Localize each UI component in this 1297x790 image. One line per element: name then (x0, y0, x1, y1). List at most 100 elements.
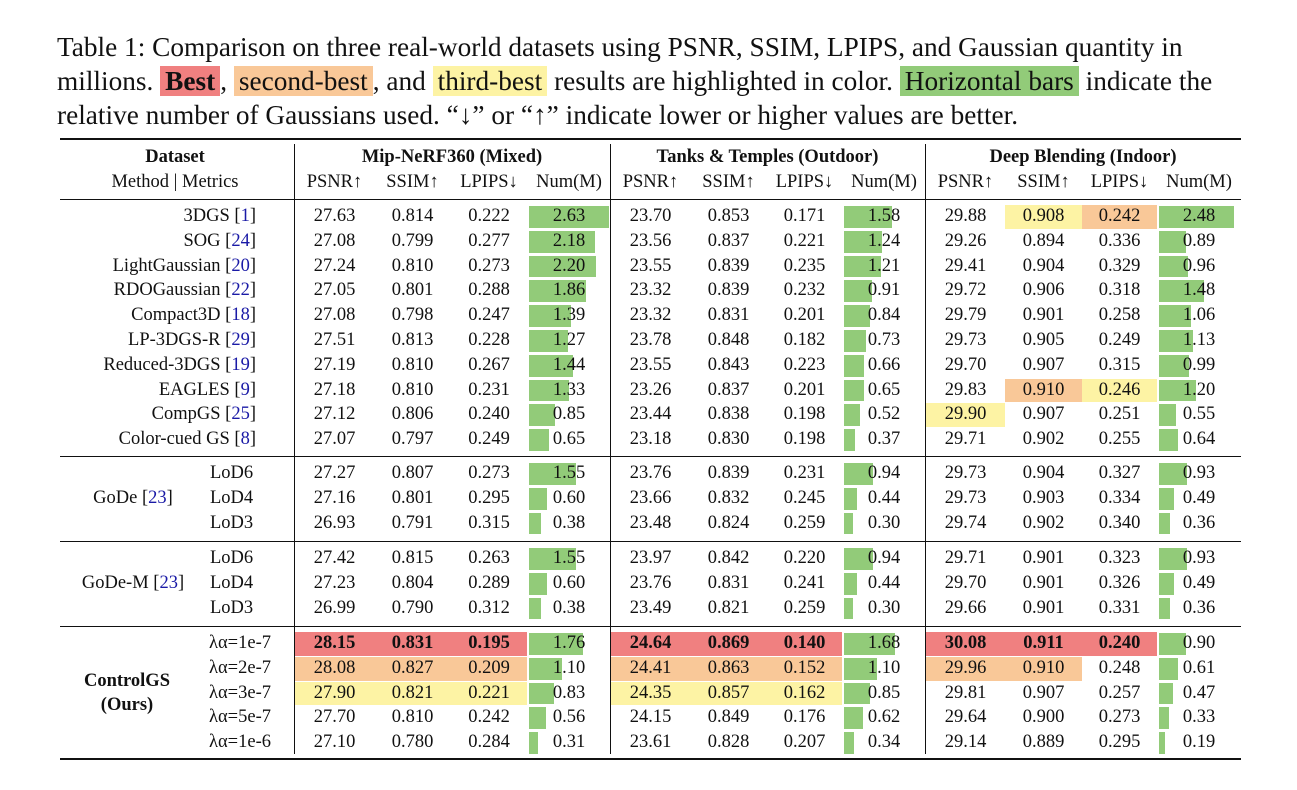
gaussian-count-bar (529, 379, 570, 402)
highlight-cell (451, 632, 527, 656)
citation-link[interactable]: 8 (240, 429, 250, 450)
method-label: RDOGaussian (113, 280, 221, 301)
method-label: Compact3D (131, 305, 221, 326)
table-cell: 23.61 (629, 732, 672, 753)
table-cell: 23.26 (629, 379, 672, 400)
table-cell: 0.31 (552, 732, 586, 753)
method-name: LoD4 (210, 487, 254, 508)
table-cell: 2.63 (552, 206, 586, 226)
method-label: SOG (183, 230, 221, 251)
citation-link[interactable]: 19 (231, 354, 250, 375)
method-label: Reduced-3DGS (103, 354, 221, 375)
table-cell: 0.259 (783, 597, 826, 618)
table-cell: 0.901 (1022, 572, 1065, 593)
table-cell: 0.810 (391, 379, 434, 400)
table-cell: 0.323 (1098, 548, 1141, 568)
table-cell: 0.848 (707, 330, 750, 350)
table-cell: 27.42 (313, 548, 356, 568)
table-cell: 0.259 (783, 512, 826, 533)
method-name: λα=1e-6 (209, 732, 271, 753)
table-cell: 0.838 (707, 404, 750, 425)
table-cell: 29.41 (944, 255, 987, 276)
gaussian-count-bar (529, 305, 572, 327)
table-cell: 0.267 (468, 354, 510, 375)
table-cell: 0.273 (468, 463, 510, 483)
gaussian-count-bar (844, 657, 878, 680)
table-cell: 0.96 (1182, 255, 1216, 276)
metric-header: LPIPS↓ (1090, 172, 1149, 192)
table-cell: 0.904 (1022, 255, 1065, 276)
gaussian-count-bar (529, 255, 596, 278)
table-cell: 0.791 (391, 512, 434, 533)
highlight-cell (926, 656, 1005, 681)
gaussian-count-bar (1159, 487, 1174, 510)
table-cell: 0.19 (1182, 732, 1216, 753)
gaussian-count-bar (844, 548, 873, 570)
method-name: λα=1e-7 (209, 633, 271, 653)
citation-link[interactable]: 23 (159, 572, 178, 593)
table-cell: 1.86 (552, 280, 586, 301)
table-cell: 23.32 (629, 280, 672, 301)
table-cell: 23.70 (629, 206, 672, 226)
table-cell: 0.327 (1098, 463, 1141, 483)
gaussian-count-bar (529, 206, 609, 228)
table-cell: 23.18 (629, 429, 672, 450)
table-cell: 0.99 (1182, 354, 1216, 375)
citation-link[interactable]: 29 (231, 330, 250, 350)
table-rule (60, 541, 1241, 542)
table-cell: 1.76 (552, 633, 586, 653)
table-cell: 0.839 (707, 280, 750, 301)
metric-header: Num(M) (1166, 172, 1232, 192)
table-cell: 1.58 (867, 206, 901, 226)
table-cell: 0.162 (783, 682, 826, 703)
table-cell: 27.07 (313, 429, 356, 450)
gaussian-count-bar (1159, 379, 1196, 402)
citation-link[interactable]: 20 (231, 255, 250, 276)
method-name: LP-3DGS-R [29] (128, 330, 256, 350)
table-cell: 0.813 (391, 330, 434, 350)
citation-link[interactable]: 25 (231, 404, 250, 425)
method-name: Reduced-3DGS [19] (103, 354, 256, 375)
method-name: LoD4 (210, 572, 254, 593)
table-cell: 0.284 (468, 732, 510, 753)
citation-link[interactable]: 9 (240, 379, 250, 400)
column-separator (925, 144, 926, 754)
gaussian-count-bar (1159, 280, 1205, 303)
table-cell: 27.19 (313, 354, 356, 375)
citation-link[interactable]: 1 (240, 206, 250, 226)
method-label: LightGaussian (112, 255, 221, 276)
table-cell: 0.61 (1182, 657, 1216, 678)
table-cell: 2.20 (552, 255, 586, 276)
gaussian-count-bar (1159, 206, 1235, 228)
citation-link[interactable]: 22 (231, 280, 250, 301)
table-cell: 0.231 (468, 379, 510, 400)
highlight-cell (295, 632, 374, 656)
citation-link[interactable]: 24 (231, 230, 250, 251)
method-name: LoD6 (210, 548, 254, 568)
table-cell: 0.44 (867, 487, 901, 508)
table-cell: 0.49 (1182, 572, 1216, 593)
gaussian-count-bar (1159, 682, 1174, 705)
table-cell: 0.277 (468, 230, 510, 251)
table-cell: 23.55 (629, 354, 672, 375)
gaussian-count-bar (529, 280, 586, 303)
table-cell: 0.869 (707, 633, 750, 653)
gaussian-count-bar (529, 230, 596, 253)
table-cell: 27.23 (313, 572, 356, 593)
table-cell: 24.41 (629, 657, 672, 678)
citation-link[interactable]: 23 (148, 487, 167, 508)
highlight-cell (374, 632, 451, 656)
method-name: CompGS [25] (151, 404, 256, 425)
table-cell: 0.901 (1022, 548, 1065, 568)
gaussian-count-bar (844, 572, 858, 595)
citation-link[interactable]: 18 (231, 305, 250, 326)
table-cell: 0.34 (867, 732, 901, 753)
table-cell: 0.44 (867, 572, 901, 593)
method-name: λα=5e-7 (209, 707, 271, 728)
table-cell: 0.894 (1022, 230, 1065, 251)
table-cell: 24.64 (629, 633, 672, 653)
table-cell: 0.329 (1098, 255, 1141, 276)
table-cell: 0.815 (391, 548, 434, 568)
table-cell: 29.88 (944, 206, 987, 226)
table-cell: 0.222 (468, 206, 510, 226)
